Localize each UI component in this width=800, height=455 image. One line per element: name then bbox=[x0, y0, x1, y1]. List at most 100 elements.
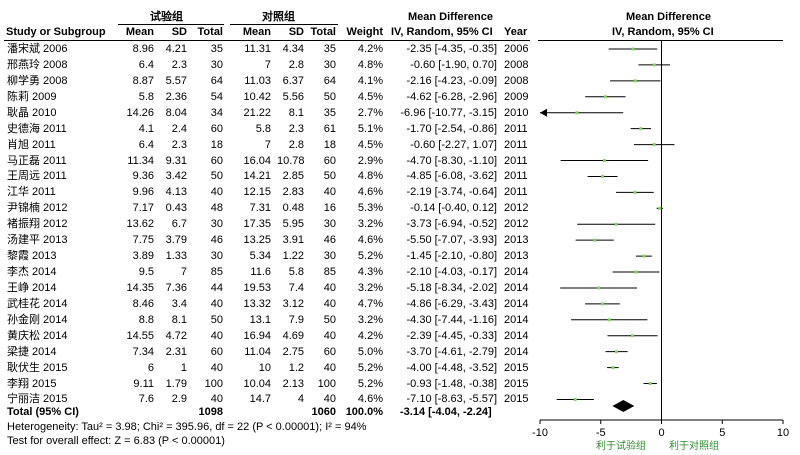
mean-exp: 14.26 bbox=[126, 106, 154, 119]
study-name: 李翔 2015 bbox=[7, 377, 57, 390]
sd-ctl: 0.48 bbox=[282, 202, 304, 215]
ci-text: -4.62 [-6.28, -2.96] bbox=[406, 90, 498, 103]
x-tick-label: -10 bbox=[532, 427, 548, 439]
weight: 4.7% bbox=[357, 297, 383, 310]
ci-text: -5.50 [-7.07, -3.93] bbox=[406, 234, 498, 247]
point-estimate bbox=[639, 127, 643, 131]
point-estimate bbox=[573, 397, 577, 401]
mean-ctl: 11.31 bbox=[244, 43, 271, 55]
total-exp: 50 bbox=[210, 170, 223, 183]
col-study: Study or Subgroup bbox=[6, 26, 106, 38]
study-name: 李杰 2014 bbox=[7, 266, 57, 279]
year: 2006 bbox=[504, 43, 529, 55]
sd-ctl: 7.9 bbox=[288, 313, 304, 326]
study-name: 王峥 2014 bbox=[7, 281, 57, 294]
study-name: 宁丽洁 2015 bbox=[7, 393, 68, 406]
study-row: 肖旭 2011 6.4 2.3 18 7 2.8 18 4.5% -0.60 [… bbox=[0, 137, 530, 153]
mean-ctl: 7 bbox=[264, 138, 271, 151]
sd-exp: 2.9 bbox=[171, 393, 187, 406]
weight: 4.5% bbox=[357, 90, 383, 103]
ci-text: -2.10 [-4.03, -0.17] bbox=[406, 266, 498, 279]
total-n-ctl: 1060 bbox=[311, 406, 336, 418]
year: 2012 bbox=[504, 202, 529, 215]
study-row: 柳学勇 2008 8.87 5.57 64 11.03 6.37 64 4.1%… bbox=[0, 73, 530, 89]
sd-ctl: 10.78 bbox=[277, 154, 305, 167]
x-tick-label: -5 bbox=[596, 427, 606, 439]
mean-ctl: 13.32 bbox=[243, 297, 271, 310]
point-estimate bbox=[597, 286, 601, 290]
study-name: 黄庆松 2014 bbox=[7, 329, 68, 342]
weight: 4.2% bbox=[357, 43, 383, 55]
sd-exp: 4.21 bbox=[165, 43, 187, 55]
total-ctl: 40 bbox=[323, 329, 336, 342]
mean-ctl: 7.31 bbox=[249, 202, 271, 215]
mean-exp: 6.4 bbox=[138, 58, 154, 71]
total-exp: 100 bbox=[204, 377, 223, 390]
study-row: 江华 2011 9.96 4.13 40 12.15 2.83 40 4.6% … bbox=[0, 184, 530, 200]
total-label: Total (95% CI) bbox=[7, 406, 79, 418]
ci-text: -1.70 [-2.54, -0.86] bbox=[406, 122, 498, 135]
study-row: 耿伏生 2015 6 1 40 10 1.2 40 5.2% -4.00 [-4… bbox=[0, 360, 530, 376]
study-row: 黎霞 2013 3.89 1.33 30 5.34 1.22 30 5.2% -… bbox=[0, 248, 530, 264]
weight: 4.5% bbox=[357, 138, 383, 151]
mean-ctl: 10 bbox=[258, 361, 271, 374]
point-estimate bbox=[614, 222, 618, 226]
ci-text: -4.70 [-8.30, -1.10] bbox=[406, 154, 498, 167]
total-exp: 64 bbox=[210, 74, 223, 87]
mean-ctl: 14.21 bbox=[243, 170, 271, 183]
total-exp: 60 bbox=[210, 154, 223, 167]
weight: 5.2% bbox=[357, 250, 383, 263]
favours-experimental-label: 利于试验组 bbox=[596, 441, 646, 452]
mean-exp: 14.55 bbox=[126, 329, 154, 342]
total-exp: 54 bbox=[210, 90, 223, 103]
mean-ctl: 5.34 bbox=[249, 250, 271, 263]
point-estimate bbox=[633, 79, 637, 83]
col-sd-exp: SD bbox=[171, 26, 187, 38]
year: 2008 bbox=[504, 74, 529, 87]
year: 2013 bbox=[504, 234, 529, 247]
point-estimate bbox=[607, 318, 611, 322]
total-exp: 30 bbox=[210, 250, 223, 263]
study-row: 李杰 2014 9.5 7 85 11.6 5.8 85 4.3% -2.10 … bbox=[0, 264, 530, 280]
mean-ctl: 11.6 bbox=[250, 266, 271, 279]
study-name: 黎霞 2013 bbox=[7, 250, 57, 263]
mean-ctl: 12.15 bbox=[243, 186, 271, 199]
total-exp: 34 bbox=[210, 106, 223, 119]
point-estimate bbox=[648, 382, 652, 386]
total-exp: 30 bbox=[210, 58, 223, 71]
study-row: 马正磊 2011 11.34 9.31 60 16.04 10.78 60 2.… bbox=[0, 153, 530, 169]
x-tick-label: 5 bbox=[719, 427, 725, 439]
sd-exp: 1.33 bbox=[165, 250, 187, 263]
total-exp: 60 bbox=[210, 345, 223, 358]
sd-ctl: 2.83 bbox=[282, 186, 304, 199]
col-total-exp: Total bbox=[197, 26, 223, 38]
weight: 4.8% bbox=[357, 170, 383, 183]
sd-ctl: 8.1 bbox=[288, 106, 304, 119]
study-name: 梁捷 2014 bbox=[7, 345, 57, 358]
mean-exp: 9.11 bbox=[133, 377, 154, 390]
total-exp: 60 bbox=[210, 122, 223, 135]
col-mean-exp: Mean bbox=[125, 26, 154, 38]
point-estimate bbox=[575, 111, 579, 115]
mean-exp: 7.75 bbox=[132, 234, 154, 247]
sd-exp: 3.79 bbox=[165, 234, 187, 247]
col-year: Year bbox=[504, 26, 528, 38]
point-estimate bbox=[631, 47, 635, 51]
sd-exp: 5.57 bbox=[165, 74, 187, 87]
ci-text: -4.86 [-6.29, -3.43] bbox=[406, 297, 498, 310]
total-ctl: 30 bbox=[323, 218, 336, 231]
sd-exp: 6.7 bbox=[171, 218, 187, 231]
mean-ctl: 21.22 bbox=[243, 106, 271, 119]
ci-text: -2.39 [-4.45, -0.33] bbox=[406, 329, 498, 342]
sd-ctl: 1.22 bbox=[282, 250, 304, 263]
header-rule bbox=[4, 40, 530, 41]
study-row: 宁丽洁 2015 7.6 2.9 40 14.7 4 40 4.6% -7.10… bbox=[0, 391, 530, 407]
mean-exp: 9.36 bbox=[132, 170, 154, 183]
total-exp: 18 bbox=[210, 138, 223, 151]
sd-ctl: 6.37 bbox=[282, 74, 304, 87]
sd-ctl: 2.8 bbox=[288, 138, 304, 151]
mean-exp: 8.96 bbox=[132, 43, 154, 55]
total-ctl: 35 bbox=[323, 43, 336, 55]
total-ctl: 30 bbox=[323, 58, 336, 71]
study-row: 汤建平 2013 7.75 3.79 46 13.25 3.91 46 4.6%… bbox=[0, 232, 530, 248]
